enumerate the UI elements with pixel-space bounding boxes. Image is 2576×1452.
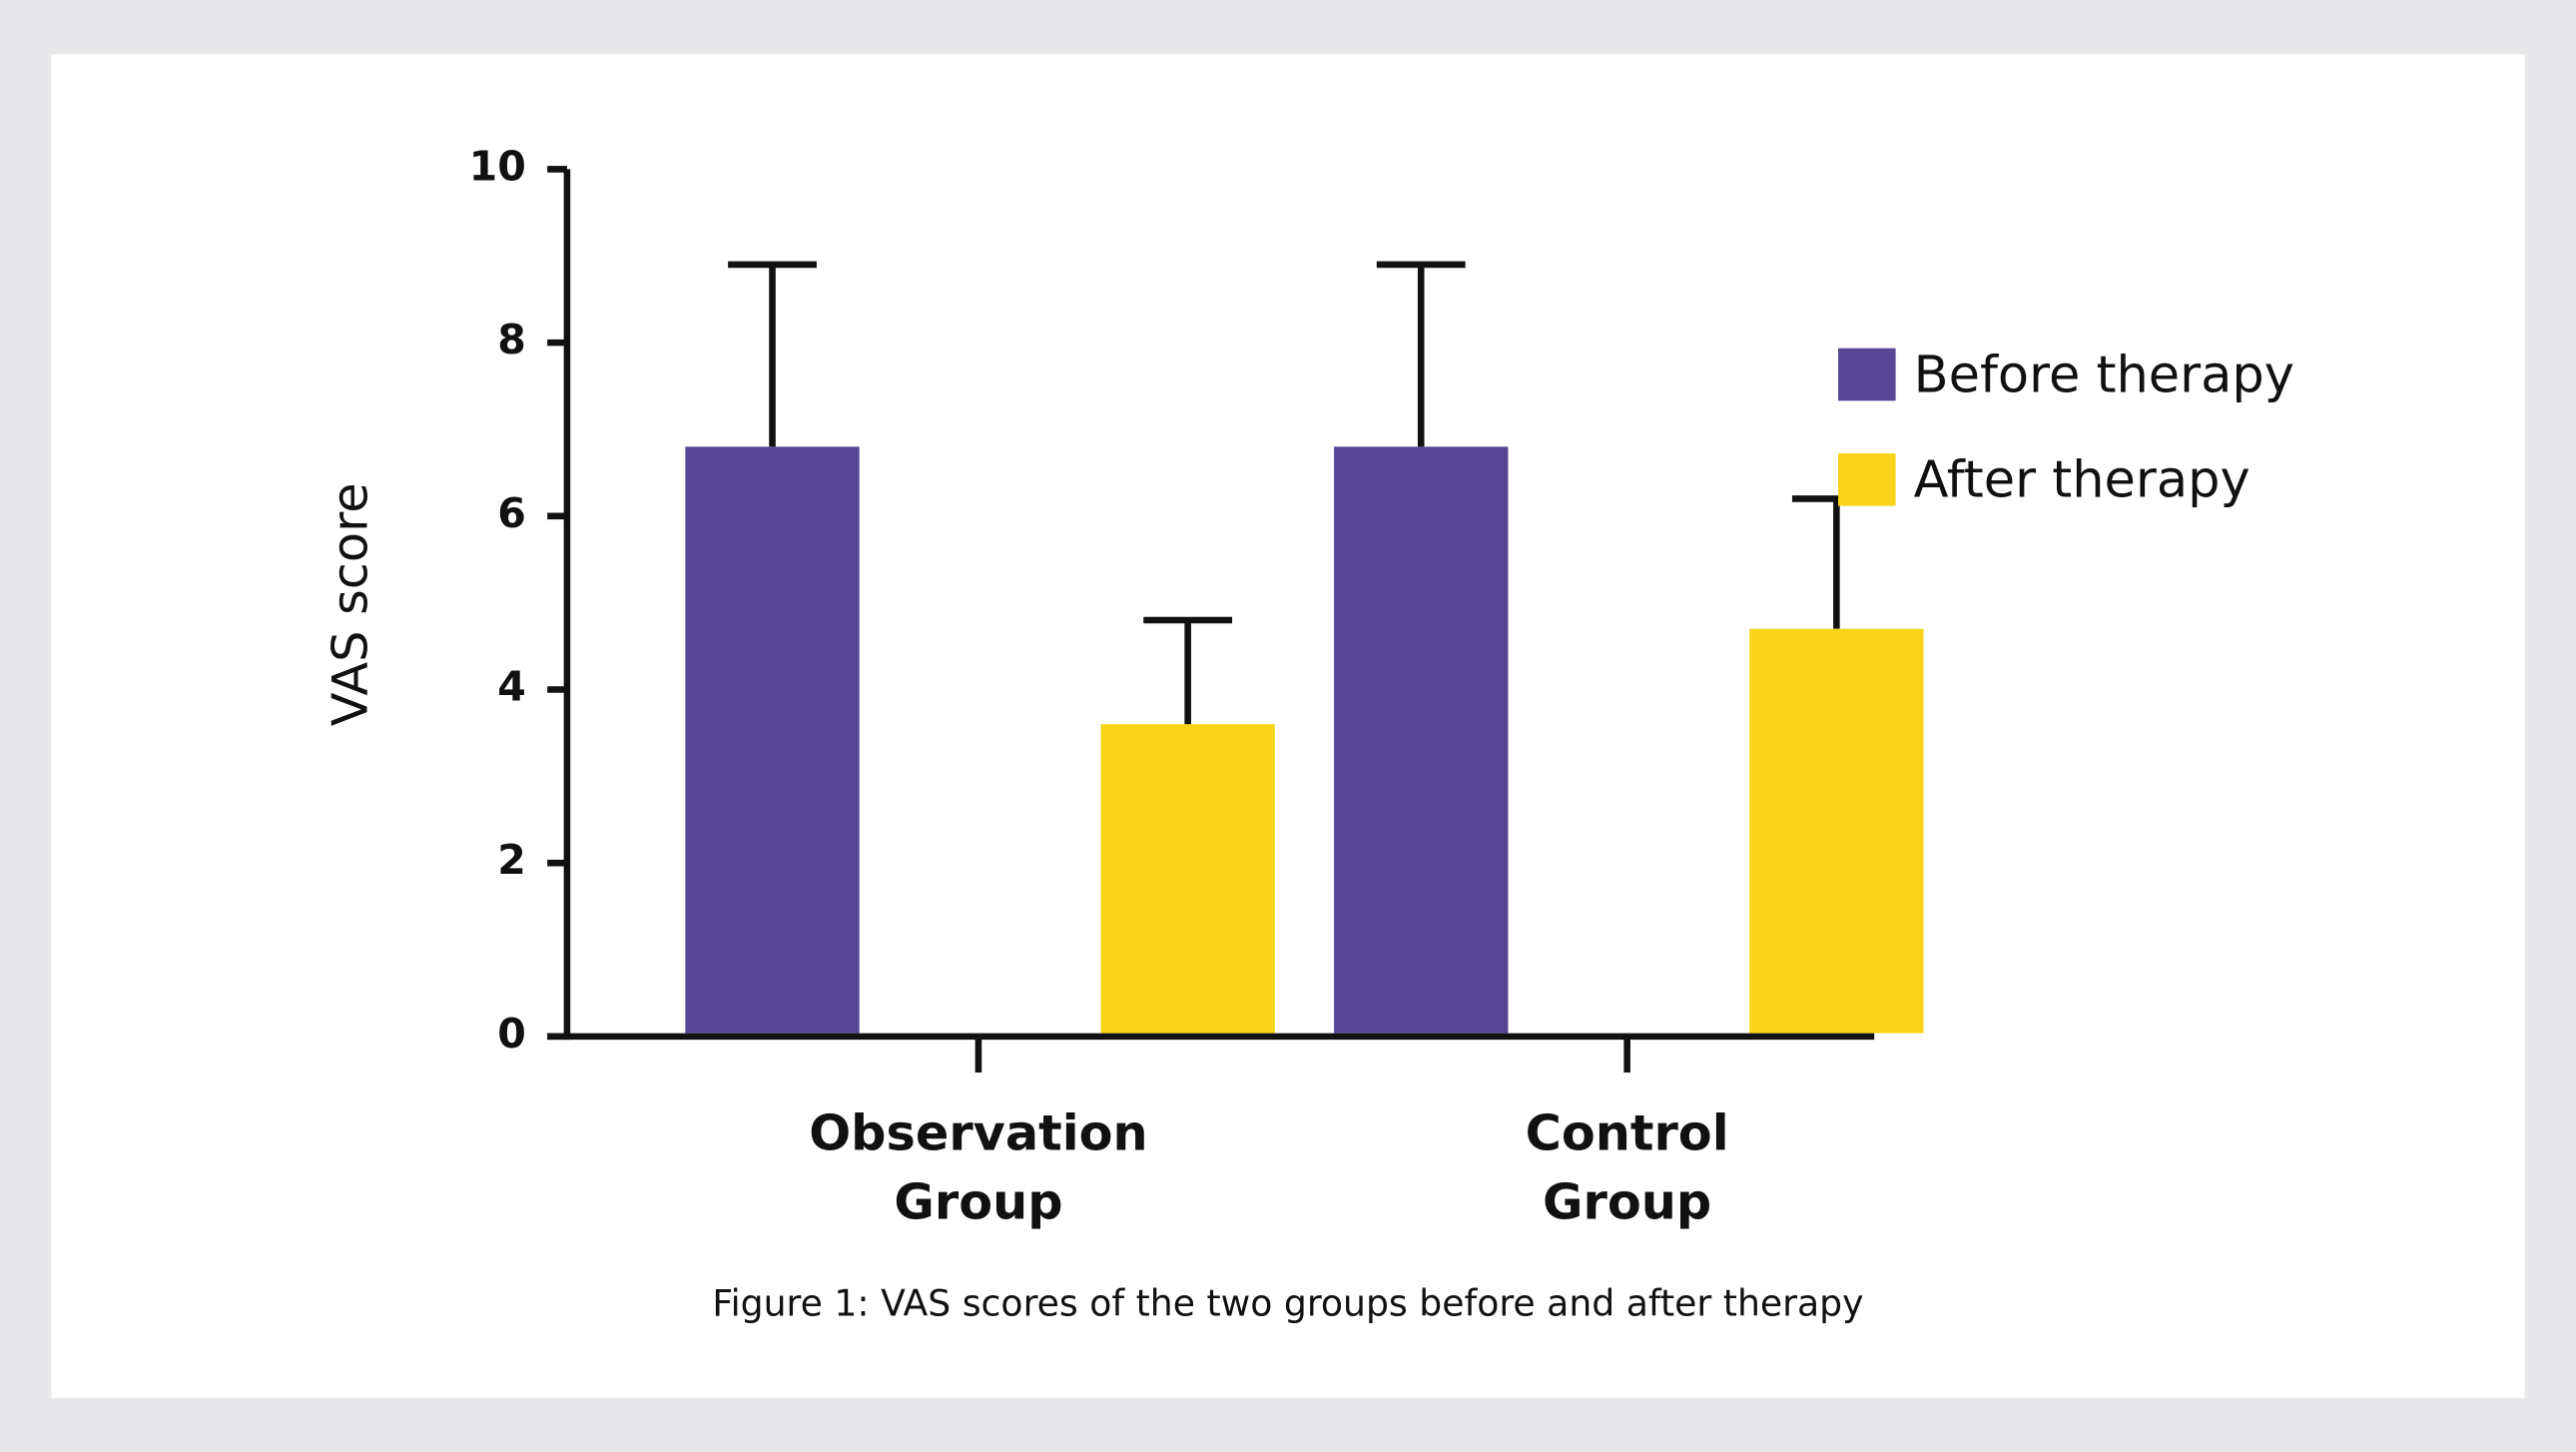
bar [685, 446, 860, 1034]
panel [51, 54, 2525, 1398]
x-tick-label-box: Observation Group [809, 1104, 1148, 1232]
x-tick-label: Observation Group [809, 1104, 1148, 1232]
x-tick-label-box: Control Group [1525, 1104, 1729, 1232]
y-tick-label: 10 [469, 142, 526, 190]
bar [1334, 446, 1509, 1034]
legend-label: After therapy [1914, 451, 2251, 510]
legend-label: Before therapy [1914, 346, 2294, 404]
y-tick-label: 4 [497, 662, 526, 710]
y-tick-label: 8 [497, 316, 526, 363]
bar [1749, 628, 1924, 1034]
y-tick-label: 6 [497, 489, 526, 537]
legend-swatch [1838, 452, 1896, 506]
y-tick-label: 2 [497, 836, 526, 884]
bar [1100, 724, 1275, 1034]
legend-swatch [1838, 348, 1896, 401]
y-axis-label: VAS score [322, 482, 379, 726]
x-tick-label: Control Group [1525, 1104, 1729, 1232]
y-tick-label: 0 [497, 1010, 526, 1058]
caption: Figure 1: VAS scores of the two groups b… [712, 1282, 1863, 1325]
